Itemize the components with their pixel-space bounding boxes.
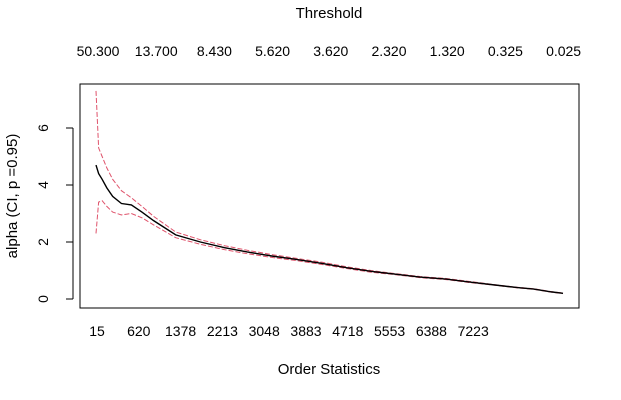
y-axis-title: alpha (CI, p =0.95): [4, 134, 21, 259]
top-tick-label: 1.320: [430, 43, 465, 59]
series-line-ci-upper: [95, 90, 564, 294]
x-tick-label: 2213: [207, 323, 238, 339]
top-tick-label: 0.025: [546, 43, 581, 59]
x-tick-label: 3883: [290, 323, 321, 339]
series-line-ci-lower: [95, 200, 564, 295]
top-tick-label: 2.320: [371, 43, 406, 59]
top-tick-label: 13.700: [135, 43, 178, 59]
x-tick-label: 620: [127, 323, 151, 339]
x-axis-title: Order Statistics: [278, 361, 381, 378]
y-tick-label: 4: [35, 181, 51, 189]
x-tick-label: 5553: [374, 323, 405, 339]
x-tick-label: 15: [89, 323, 105, 339]
x-tick-label: 7223: [458, 323, 489, 339]
top-tick-label: 50.300: [77, 43, 120, 59]
top-tick-label: 3.620: [313, 43, 348, 59]
top-tick-label: 0.325: [488, 43, 523, 59]
axis-layer: 0 2 4 6 15 620 1378 2213 3048 3883 4718 5553 6388 722…: [35, 43, 581, 339]
x-tick-label: 1378: [165, 323, 196, 339]
top-tick-label: 8.430: [197, 43, 232, 59]
series-line-estimate: [95, 164, 564, 294]
y-tick-label: 6: [35, 124, 51, 132]
x-tick-label: 6388: [416, 323, 447, 339]
y-tick-label: 0: [35, 295, 51, 303]
series-layer: [95, 90, 564, 295]
plot-frame: [79, 83, 580, 309]
top-axis-title: Threshold: [296, 5, 363, 22]
y-tick-label: 2: [35, 238, 51, 246]
x-tick-label: 3048: [249, 323, 280, 339]
top-tick-label: 5.620: [255, 43, 290, 59]
x-tick-label: 4718: [332, 323, 363, 339]
